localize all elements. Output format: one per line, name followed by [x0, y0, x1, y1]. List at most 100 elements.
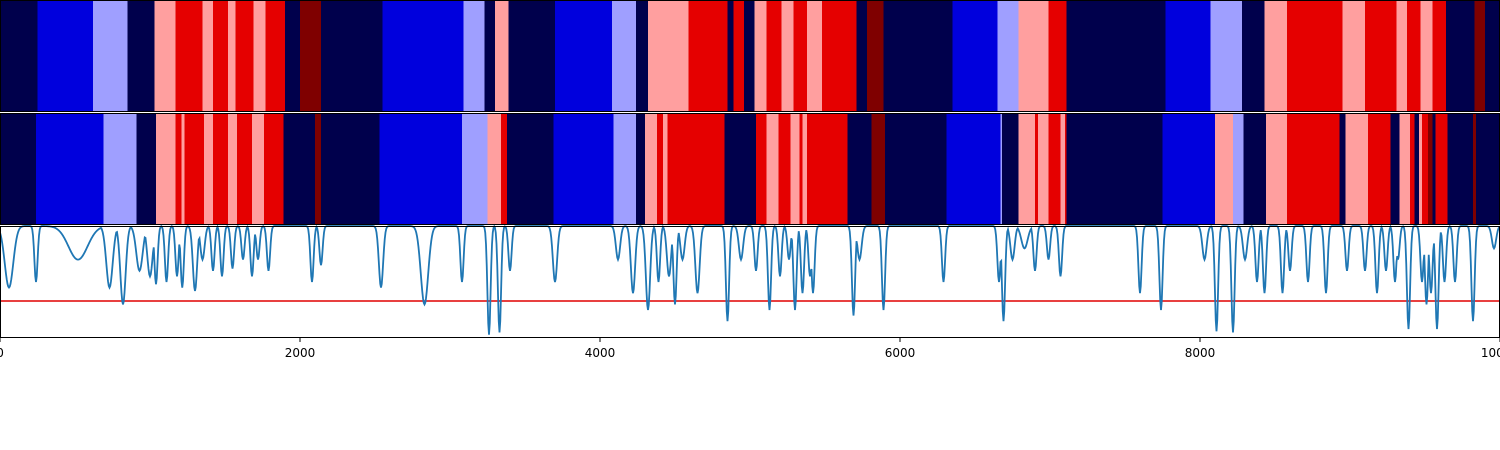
segment-top-2	[93, 0, 128, 112]
segment-bottom-59	[1390, 113, 1400, 225]
segment-bottom-0	[0, 113, 37, 225]
segment-top-50	[1407, 0, 1421, 112]
segment-bottom-61	[1410, 113, 1415, 225]
segment-top-5	[175, 0, 203, 112]
segment-top-23	[648, 0, 689, 112]
segment-top-49	[1396, 0, 1408, 112]
segment-bottom-4	[156, 113, 176, 225]
segment-bottom-22	[553, 113, 614, 225]
segment-bottom-12	[252, 113, 265, 225]
segment-top-26	[733, 0, 745, 112]
segment-top-40	[1048, 0, 1067, 112]
segment-bottom-7	[184, 113, 205, 225]
segment-bottom-27	[663, 113, 668, 225]
segment-bottom-69	[1473, 113, 1477, 225]
segment-bottom-1	[36, 113, 104, 225]
segment-top-42	[1165, 0, 1211, 112]
segment-bottom-53	[1243, 113, 1267, 225]
segment-top-12	[285, 0, 301, 112]
segment-bottom-55	[1287, 113, 1340, 225]
segment-top-55	[1485, 0, 1500, 112]
segment-top-51	[1420, 0, 1433, 112]
segment-bottom-31	[766, 113, 779, 225]
segment-bottom-45	[1038, 113, 1049, 225]
segment-top-21	[612, 0, 637, 112]
segment-top-13	[300, 0, 322, 112]
segment-bottom-43	[1018, 113, 1036, 225]
segment-bottom-35	[802, 113, 808, 225]
segment-bottom-25	[645, 113, 658, 225]
segment-top-45	[1264, 0, 1288, 112]
segment-bottom-2	[103, 113, 137, 225]
x-tick-label-1: 2000	[285, 346, 316, 360]
segment-bottom-36	[807, 113, 848, 225]
segment-bottom-47	[1060, 113, 1066, 225]
segment-bottom-46	[1048, 113, 1061, 225]
segment-bottom-52	[1233, 113, 1244, 225]
x-tick-label-5: 10000	[1481, 346, 1500, 360]
segment-top-38	[997, 0, 1019, 112]
segment-bottom-8	[204, 113, 214, 225]
segment-bottom-28	[667, 113, 725, 225]
segment-bottom-32	[778, 113, 791, 225]
segment-bottom-57	[1345, 113, 1369, 225]
segment-bottom-64	[1422, 113, 1429, 225]
segment-bottom-14	[283, 113, 316, 225]
segment-top-7	[213, 0, 229, 112]
segment-bottom-33	[790, 113, 800, 225]
x-tick-label-4: 8000	[1185, 346, 1216, 360]
segment-top-10	[253, 0, 266, 112]
segment-bottom-48	[1065, 113, 1067, 225]
segment-top-33	[822, 0, 857, 112]
segment-bottom-40	[946, 113, 1001, 225]
segment-top-20	[555, 0, 613, 112]
segment-bottom-29	[724, 113, 757, 225]
segment-bottom-16	[321, 113, 380, 225]
segmentation-strip-bottom	[0, 113, 1500, 225]
segment-top-46	[1287, 0, 1343, 112]
segment-bottom-10	[228, 113, 238, 225]
segment-top-17	[484, 0, 496, 112]
segment-top-18	[495, 0, 509, 112]
segment-bottom-54	[1266, 113, 1288, 225]
segment-top-22	[636, 0, 649, 112]
segment-top-37	[952, 0, 998, 112]
segment-bottom-62	[1414, 113, 1420, 225]
segment-bottom-70	[1476, 113, 1500, 225]
segment-bottom-13	[264, 113, 284, 225]
segment-bottom-68	[1447, 113, 1474, 225]
segment-bottom-5	[175, 113, 182, 225]
segment-bottom-58	[1368, 113, 1391, 225]
segment-top-9	[235, 0, 254, 112]
segment-top-8	[228, 0, 236, 112]
segment-top-39	[1018, 0, 1049, 112]
segment-bottom-15	[315, 113, 322, 225]
segment-bottom-65	[1428, 113, 1433, 225]
segment-top-32	[807, 0, 823, 112]
segment-bottom-67	[1435, 113, 1448, 225]
segment-bottom-60	[1399, 113, 1411, 225]
segment-top-11	[265, 0, 286, 112]
segment-top-43	[1210, 0, 1243, 112]
segment-top-36	[883, 0, 953, 112]
segment-top-47	[1342, 0, 1366, 112]
segment-bottom-51	[1215, 113, 1234, 225]
segment-bottom-34	[799, 113, 803, 225]
segment-bottom-63	[1419, 113, 1423, 225]
segment-top-28	[754, 0, 767, 112]
segment-top-25	[727, 0, 734, 112]
segment-bottom-42	[1002, 113, 1019, 225]
segment-bottom-3	[136, 113, 157, 225]
segment-top-27	[744, 0, 755, 112]
segment-top-0	[0, 0, 38, 112]
segment-bottom-38	[871, 113, 886, 225]
segment-bottom-49	[1066, 113, 1163, 225]
segment-top-24	[688, 0, 728, 112]
segmentation-strip-top	[0, 0, 1500, 112]
segment-bottom-24	[636, 113, 646, 225]
segment-bottom-37	[847, 113, 872, 225]
segment-top-31	[793, 0, 808, 112]
segment-top-35	[867, 0, 884, 112]
segment-bottom-19	[487, 113, 502, 225]
segment-bottom-20	[501, 113, 508, 225]
